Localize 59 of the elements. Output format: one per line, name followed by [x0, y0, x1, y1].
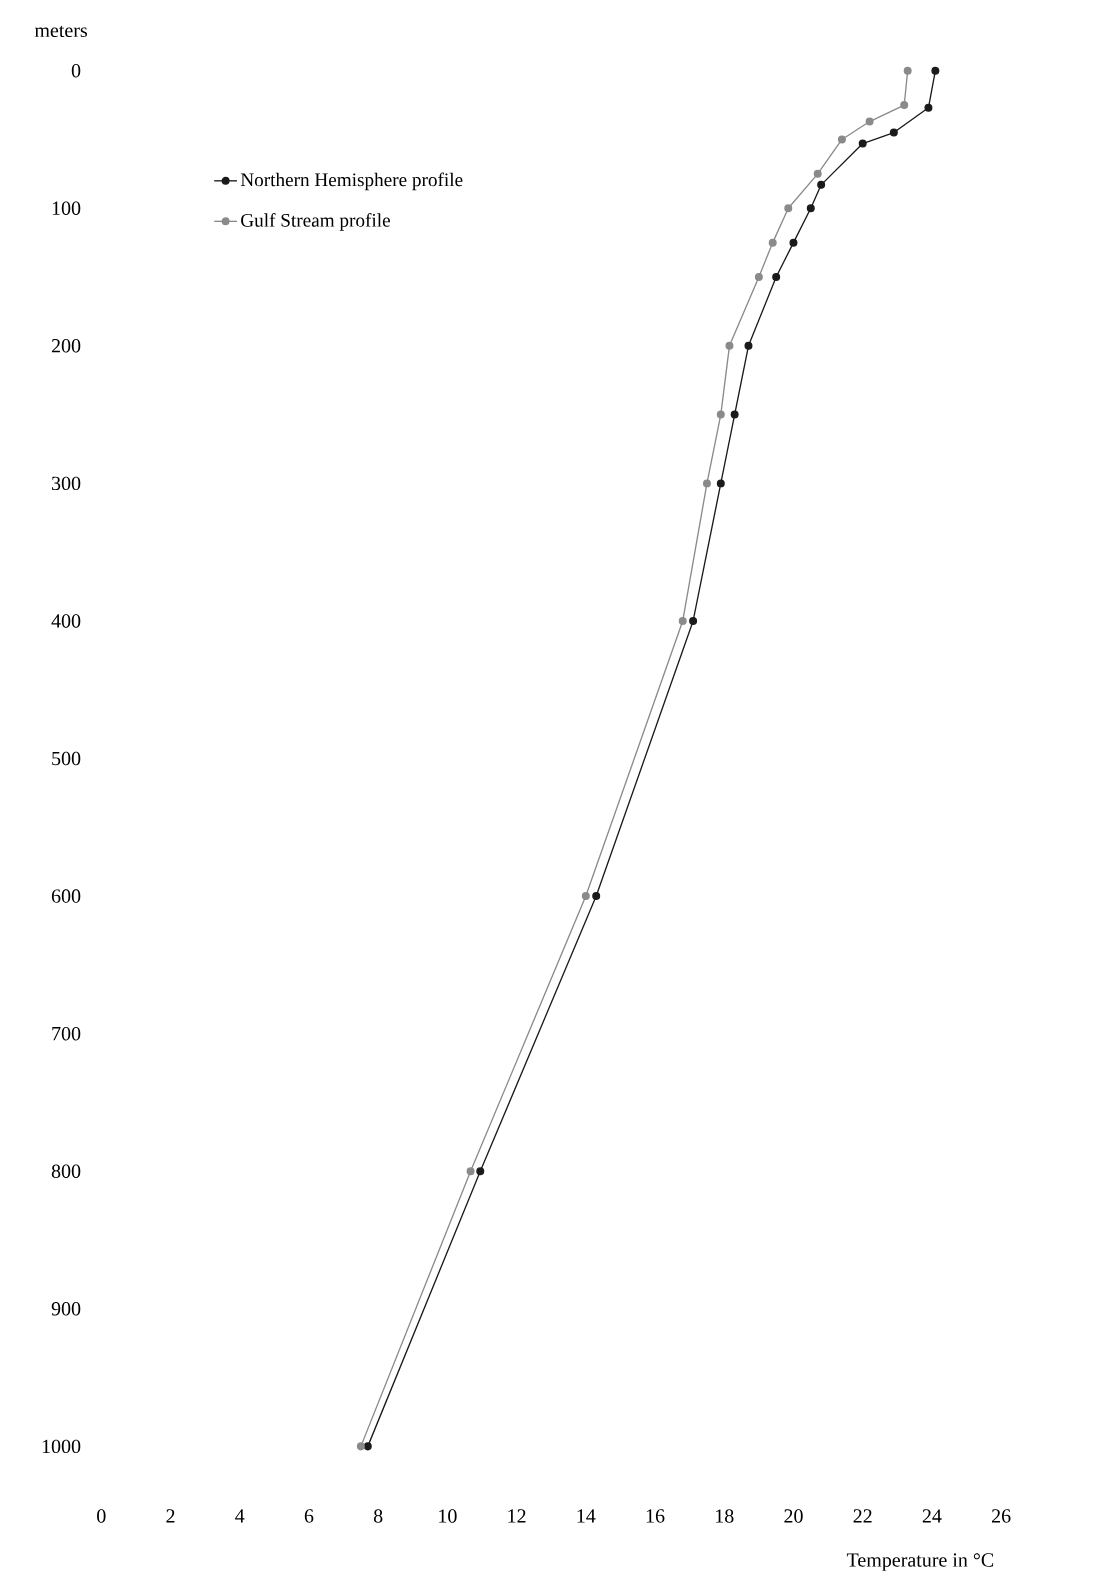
- x-tick-label: 6: [304, 1509, 314, 1523]
- x-tick-label: 10: [438, 1509, 457, 1523]
- point: [806, 204, 815, 213]
- point: [744, 341, 753, 350]
- y-axis-title: meters: [34, 25, 87, 38]
- y-tick-label: 600: [51, 889, 81, 903]
- y-tick-label: 900: [51, 1302, 81, 1316]
- point: [858, 139, 867, 148]
- y-tick-label: 200: [51, 339, 81, 353]
- point: [813, 169, 822, 178]
- y-tick-label: 500: [52, 751, 81, 766]
- point: [789, 238, 798, 247]
- point: [754, 273, 763, 282]
- x-tick-label: 12: [508, 1509, 526, 1523]
- x-tick-label: 22: [853, 1509, 872, 1523]
- point: [702, 479, 711, 488]
- y-tick-label: 100: [52, 201, 81, 215]
- point: [900, 101, 909, 110]
- point: [678, 616, 687, 625]
- point: [716, 479, 725, 488]
- point: [592, 892, 601, 901]
- point: [889, 128, 898, 137]
- point: [768, 238, 777, 247]
- point: [771, 273, 780, 282]
- x-tick-label: 14: [577, 1509, 596, 1523]
- y-tick-label: 300: [51, 476, 81, 491]
- y-tick-label: 0: [71, 63, 81, 78]
- point: [924, 103, 933, 112]
- x-tick-label: 20: [784, 1509, 803, 1523]
- point: [903, 66, 912, 75]
- x-axis-title: Temperature in °C: [846, 1553, 993, 1571]
- point: [931, 66, 940, 75]
- point: [784, 204, 793, 213]
- point: [476, 1167, 485, 1176]
- x-tick-label: 2: [166, 1509, 175, 1523]
- point: [725, 341, 734, 350]
- point: [688, 616, 697, 625]
- y-tick-label: 800: [51, 1164, 81, 1178]
- point: [716, 410, 725, 419]
- point: [363, 1442, 372, 1451]
- x-tick-label: 26: [991, 1509, 1011, 1523]
- y-tick-label: 700: [52, 1026, 81, 1041]
- y-tick-label: 1000: [42, 1439, 81, 1454]
- point: [356, 1442, 365, 1451]
- x-tick-label: 4: [234, 1509, 245, 1523]
- y-tick-label: 400: [51, 614, 81, 628]
- point: [865, 117, 874, 126]
- point: [581, 892, 590, 901]
- point: [466, 1167, 475, 1176]
- x-tick-label: 8: [373, 1509, 383, 1523]
- point: [730, 410, 739, 419]
- x-tick-label: 24: [922, 1509, 942, 1523]
- x-tick-label: 0: [96, 1509, 106, 1523]
- x-tick-label: 18: [715, 1509, 734, 1523]
- point: [816, 180, 825, 189]
- legend-label: Northern Hemisphere profile: [240, 172, 463, 191]
- legend-label: Gulf Stream profile: [240, 213, 390, 231]
- x-tick-label: 16: [646, 1509, 665, 1523]
- point: [837, 135, 846, 144]
